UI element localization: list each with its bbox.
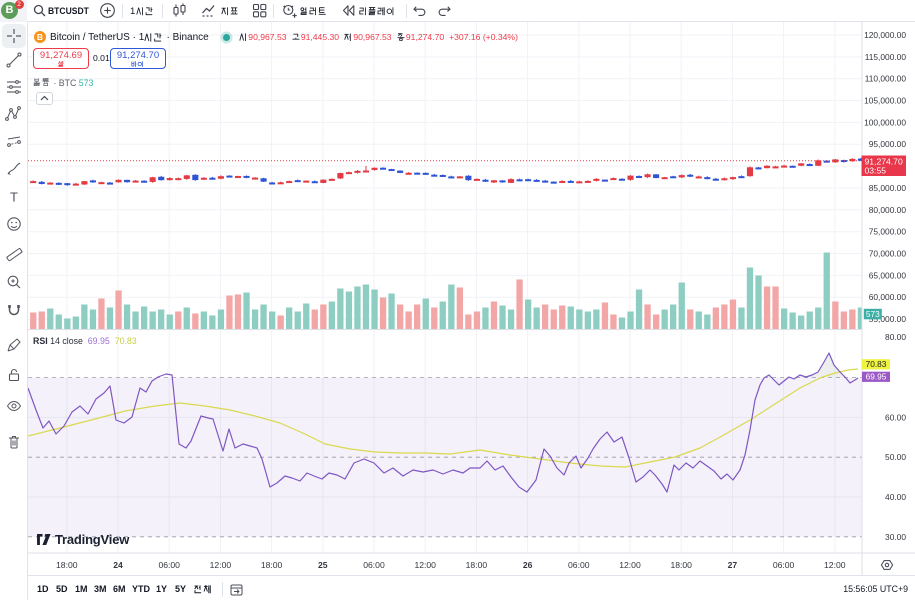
svg-text:75,000.00: 75,000.00 xyxy=(869,227,907,237)
svg-text:95,000.00: 95,000.00 xyxy=(869,139,907,149)
svg-text:40.00: 40.00 xyxy=(885,492,906,502)
svg-text:105,000.00: 105,000.00 xyxy=(864,96,906,106)
svg-text:80.00: 80.00 xyxy=(885,332,906,342)
svg-text:27: 27 xyxy=(728,560,738,570)
svg-text:06:00: 06:00 xyxy=(568,560,590,570)
svg-text:100,000.00: 100,000.00 xyxy=(864,117,906,127)
svg-text:18:00: 18:00 xyxy=(261,560,283,570)
svg-text:60.00: 60.00 xyxy=(885,412,906,422)
svg-text:91,274.70: 91,274.70 xyxy=(865,156,903,166)
svg-text:18:00: 18:00 xyxy=(56,560,78,570)
svg-text:573: 573 xyxy=(866,309,880,319)
svg-text:80,000.00: 80,000.00 xyxy=(869,205,907,215)
svg-text:85,000.00: 85,000.00 xyxy=(869,183,907,193)
svg-text:12:00: 12:00 xyxy=(619,560,641,570)
svg-text:12:00: 12:00 xyxy=(414,560,436,570)
svg-text:12:00: 12:00 xyxy=(824,560,846,570)
svg-text:69.95: 69.95 xyxy=(866,372,887,382)
svg-text:24: 24 xyxy=(113,560,123,570)
svg-text:65,000.00: 65,000.00 xyxy=(869,270,907,280)
svg-text:26: 26 xyxy=(523,560,533,570)
svg-text:50.00: 50.00 xyxy=(885,452,906,462)
svg-text:60,000.00: 60,000.00 xyxy=(869,292,907,302)
svg-text:55,000.00: 55,000.00 xyxy=(869,314,907,324)
svg-text:06:00: 06:00 xyxy=(773,560,795,570)
svg-text:70,000.00: 70,000.00 xyxy=(869,249,907,259)
svg-text:06:00: 06:00 xyxy=(363,560,385,570)
svg-text:115,000.00: 115,000.00 xyxy=(865,52,907,62)
svg-text:18:00: 18:00 xyxy=(466,560,488,570)
svg-text:120,000.00: 120,000.00 xyxy=(864,30,906,40)
svg-text:110,000.00: 110,000.00 xyxy=(865,74,907,84)
svg-text:18:00: 18:00 xyxy=(670,560,692,570)
svg-text:03:55: 03:55 xyxy=(865,165,887,175)
svg-text:06:00: 06:00 xyxy=(158,560,180,570)
svg-text:30.00: 30.00 xyxy=(885,532,906,542)
svg-text:12:00: 12:00 xyxy=(210,560,232,570)
svg-text:70.83: 70.83 xyxy=(866,359,887,369)
svg-text:25: 25 xyxy=(318,560,328,570)
svg-text:T: T xyxy=(10,190,18,205)
